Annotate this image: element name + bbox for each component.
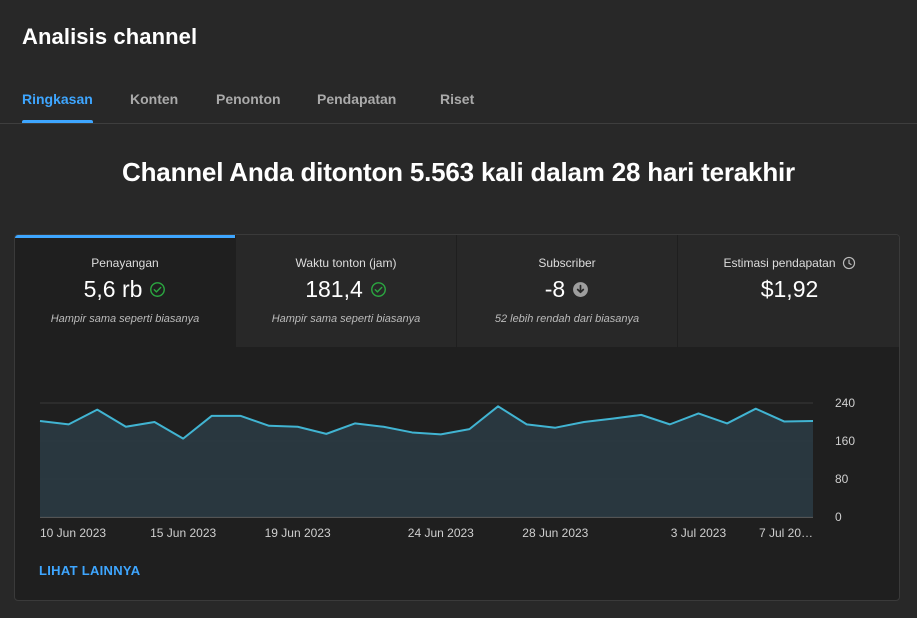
metric-note: Hampir sama seperti biasanya xyxy=(271,313,421,325)
views-chart: 0 80 160 240 10 Jun 2023 15 Jun 2023 19 Jun 20… xyxy=(15,347,899,600)
y-tick-label: 0 xyxy=(835,510,842,524)
x-tick-label: 7 Jul 20… xyxy=(759,526,813,540)
metric-subscribers[interactable]: Subscriber -8 52 lebih rendah dari biasa… xyxy=(457,235,678,347)
line-chart: 0 80 160 240 10 Jun 2023 15 Jun 2023 19 Jun 20… xyxy=(39,396,855,540)
arrow-down-circle-icon xyxy=(572,281,589,298)
page-title: Analisis channel xyxy=(22,24,198,49)
metric-revenue[interactable]: Estimasi pendapatan $1,92 xyxy=(678,235,899,347)
metric-value: 5,6 rb xyxy=(83,276,143,302)
metric-label: Subscriber xyxy=(538,256,596,270)
series-area xyxy=(40,406,813,517)
series-line xyxy=(39,405,814,440)
x-tick-label: 10 Jun 2023 xyxy=(40,526,106,540)
y-tick-label: 240 xyxy=(835,396,855,410)
metric-views[interactable]: Penayangan 5,6 rb Hampir sama seperti bi… xyxy=(15,235,236,347)
metric-value: $1,92 xyxy=(760,276,819,302)
metric-label: Estimasi pendapatan xyxy=(723,256,836,270)
x-tick-label: 24 Jun 2023 xyxy=(408,526,474,540)
tab-penonton[interactable]: Penonton xyxy=(216,91,281,107)
metric-tabs: Penayangan 5,6 rb Hampir sama seperti bi… xyxy=(15,235,899,347)
tab-riset[interactable]: Riset xyxy=(440,91,475,107)
x-tick-label: 19 Jun 2023 xyxy=(265,526,331,540)
x-tick-label: 3 Jul 2023 xyxy=(671,526,727,540)
overview-card: Penayangan 5,6 rb Hampir sama seperti bi… xyxy=(14,234,900,601)
tab-bar: Ringkasan Konten Penonton Pendapatan Ris… xyxy=(0,76,917,124)
check-circle-icon xyxy=(149,281,166,298)
tab-konten[interactable]: Konten xyxy=(130,91,179,107)
see-more-link[interactable]: LIHAT LAINNYA xyxy=(39,563,141,578)
tab-pendapatan[interactable]: Pendapatan xyxy=(317,91,397,107)
y-tick-label: 80 xyxy=(835,472,849,486)
x-tick-label: 28 Jun 2023 xyxy=(522,526,588,540)
metric-note: 52 lebih rendah dari biasanya xyxy=(494,313,640,325)
metric-value: 181,4 xyxy=(305,276,363,302)
x-tick-label: 15 Jun 2023 xyxy=(150,526,216,540)
metric-label: Penayangan xyxy=(91,256,159,270)
metric-label: Waktu tonton (jam) xyxy=(295,256,397,270)
summary-headline: Channel Anda ditonton 5.563 kali dalam 2… xyxy=(122,157,795,187)
check-circle-icon xyxy=(370,281,387,298)
metric-watch-time[interactable]: Waktu tonton (jam) 181,4 Hampir sama sep… xyxy=(236,235,457,347)
metric-value: -8 xyxy=(544,276,566,302)
metric-note: Hampir sama seperti biasanya xyxy=(50,313,200,325)
y-tick-label: 160 xyxy=(835,434,855,448)
clock-icon xyxy=(842,256,856,270)
tab-ringkasan[interactable]: Ringkasan xyxy=(22,76,93,123)
